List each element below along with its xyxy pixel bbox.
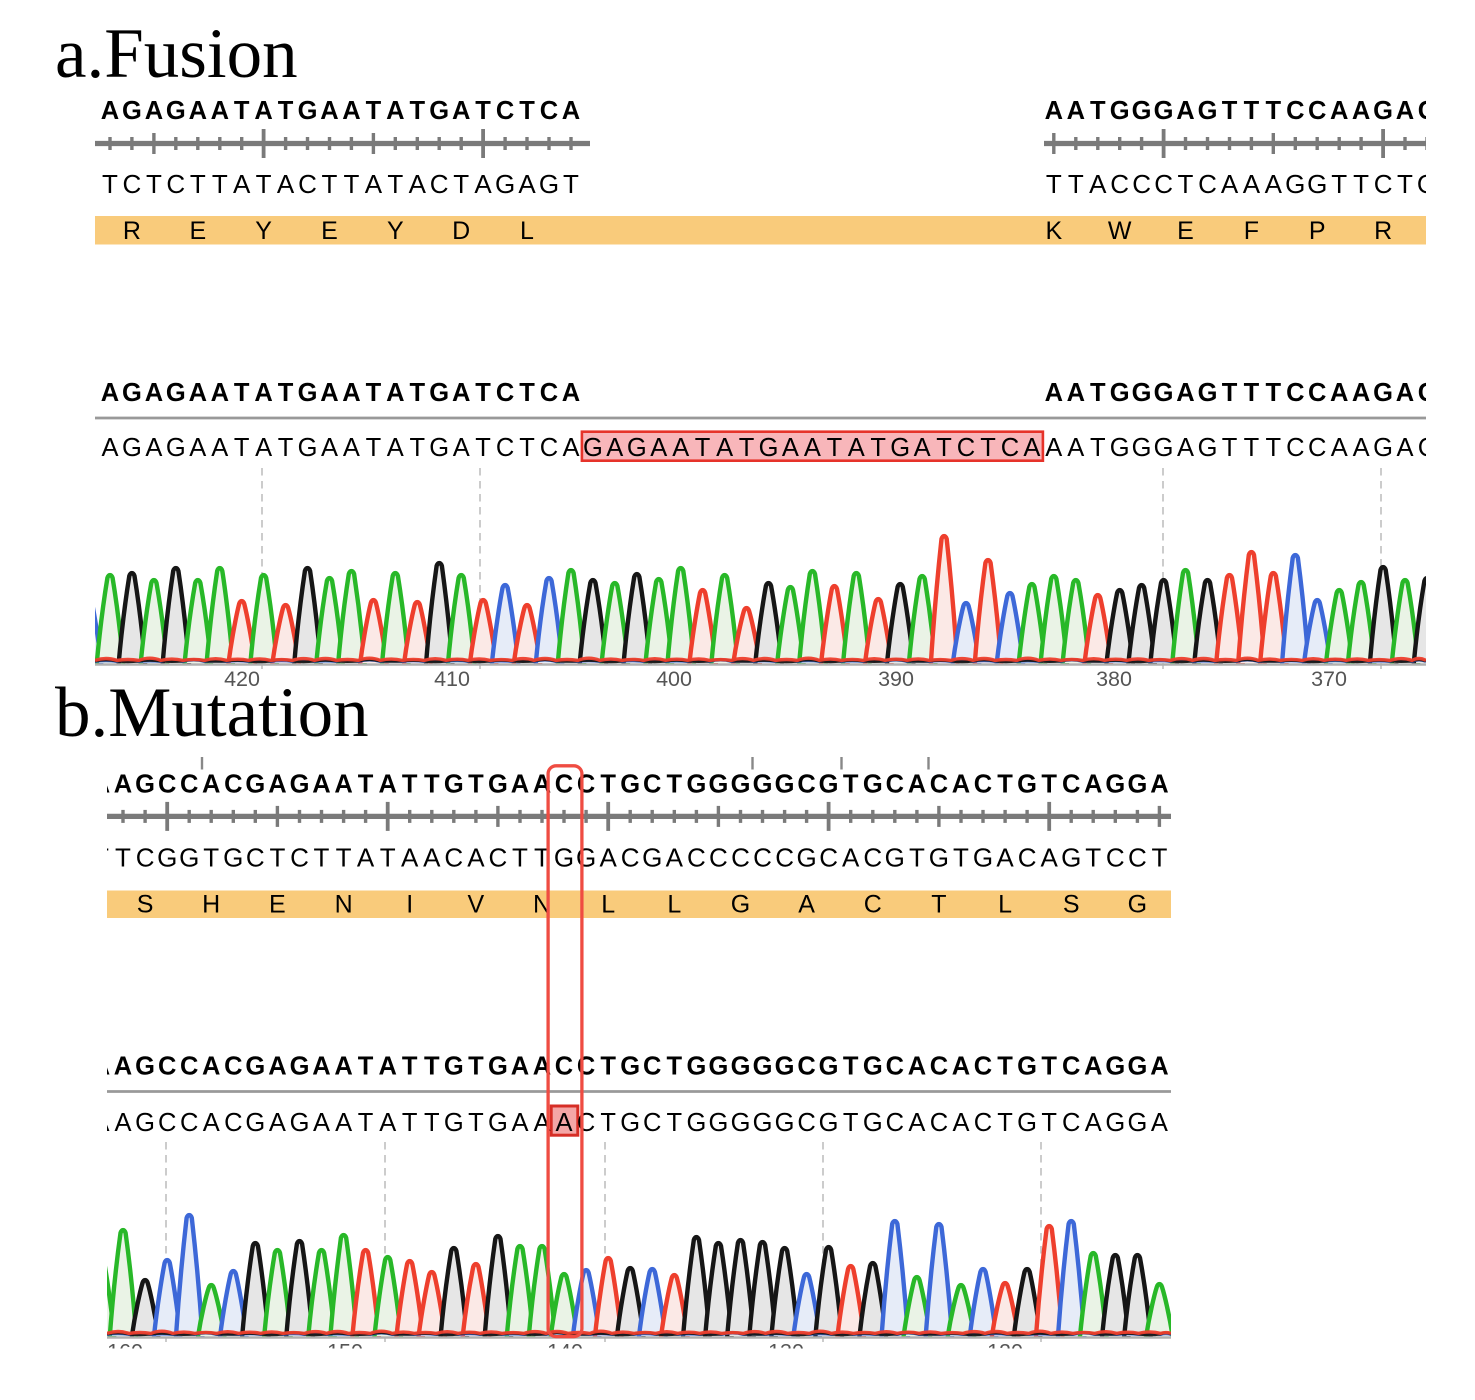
svg-text:390: 390: [878, 667, 914, 691]
svg-text:150: 150: [327, 1340, 363, 1364]
svg-text:160: 160: [107, 1340, 143, 1364]
svg-text:370: 370: [1311, 667, 1347, 691]
svg-text:130: 130: [768, 1340, 804, 1364]
svg-text:b.Mutation: b.Mutation: [55, 674, 369, 752]
svg-text:410: 410: [434, 667, 470, 691]
svg-text:120: 120: [987, 1340, 1023, 1364]
svg-text:TTCGGTGCTCTTATAACACTTGGACGACCC: TTCGGTGCTCTTATAACACTTGGACGACCCCCGCACGTGT…: [93, 843, 1167, 873]
svg-text:AAGCCACGAGAATATTGTGAACCTGCTGGG: AAGCCACGAGAATATTGTGAACCTGCTGGGGGCGTGCACA…: [92, 771, 1169, 799]
svg-text:400: 400: [656, 667, 692, 691]
svg-text:AAGCCACGAGAATATTGTGAACCTGCTGGG: AAGCCACGAGAATATTGTGAACCTGCTGGGGGCGTGCACA…: [92, 1052, 1169, 1080]
svg-text:140: 140: [547, 1340, 583, 1364]
svg-text:420: 420: [224, 667, 260, 691]
svg-text:a.Fusion: a.Fusion: [55, 15, 298, 93]
svg-text:380: 380: [1096, 667, 1132, 691]
svg-text:AGAGAATATGAATATGATCTCAGAGAATAT: AGAGAATATGAATATGATCTCAGAGAATATGAATATGATC…: [101, 434, 1436, 462]
svg-text:REYEYDL: REYEYDL: [123, 217, 534, 245]
